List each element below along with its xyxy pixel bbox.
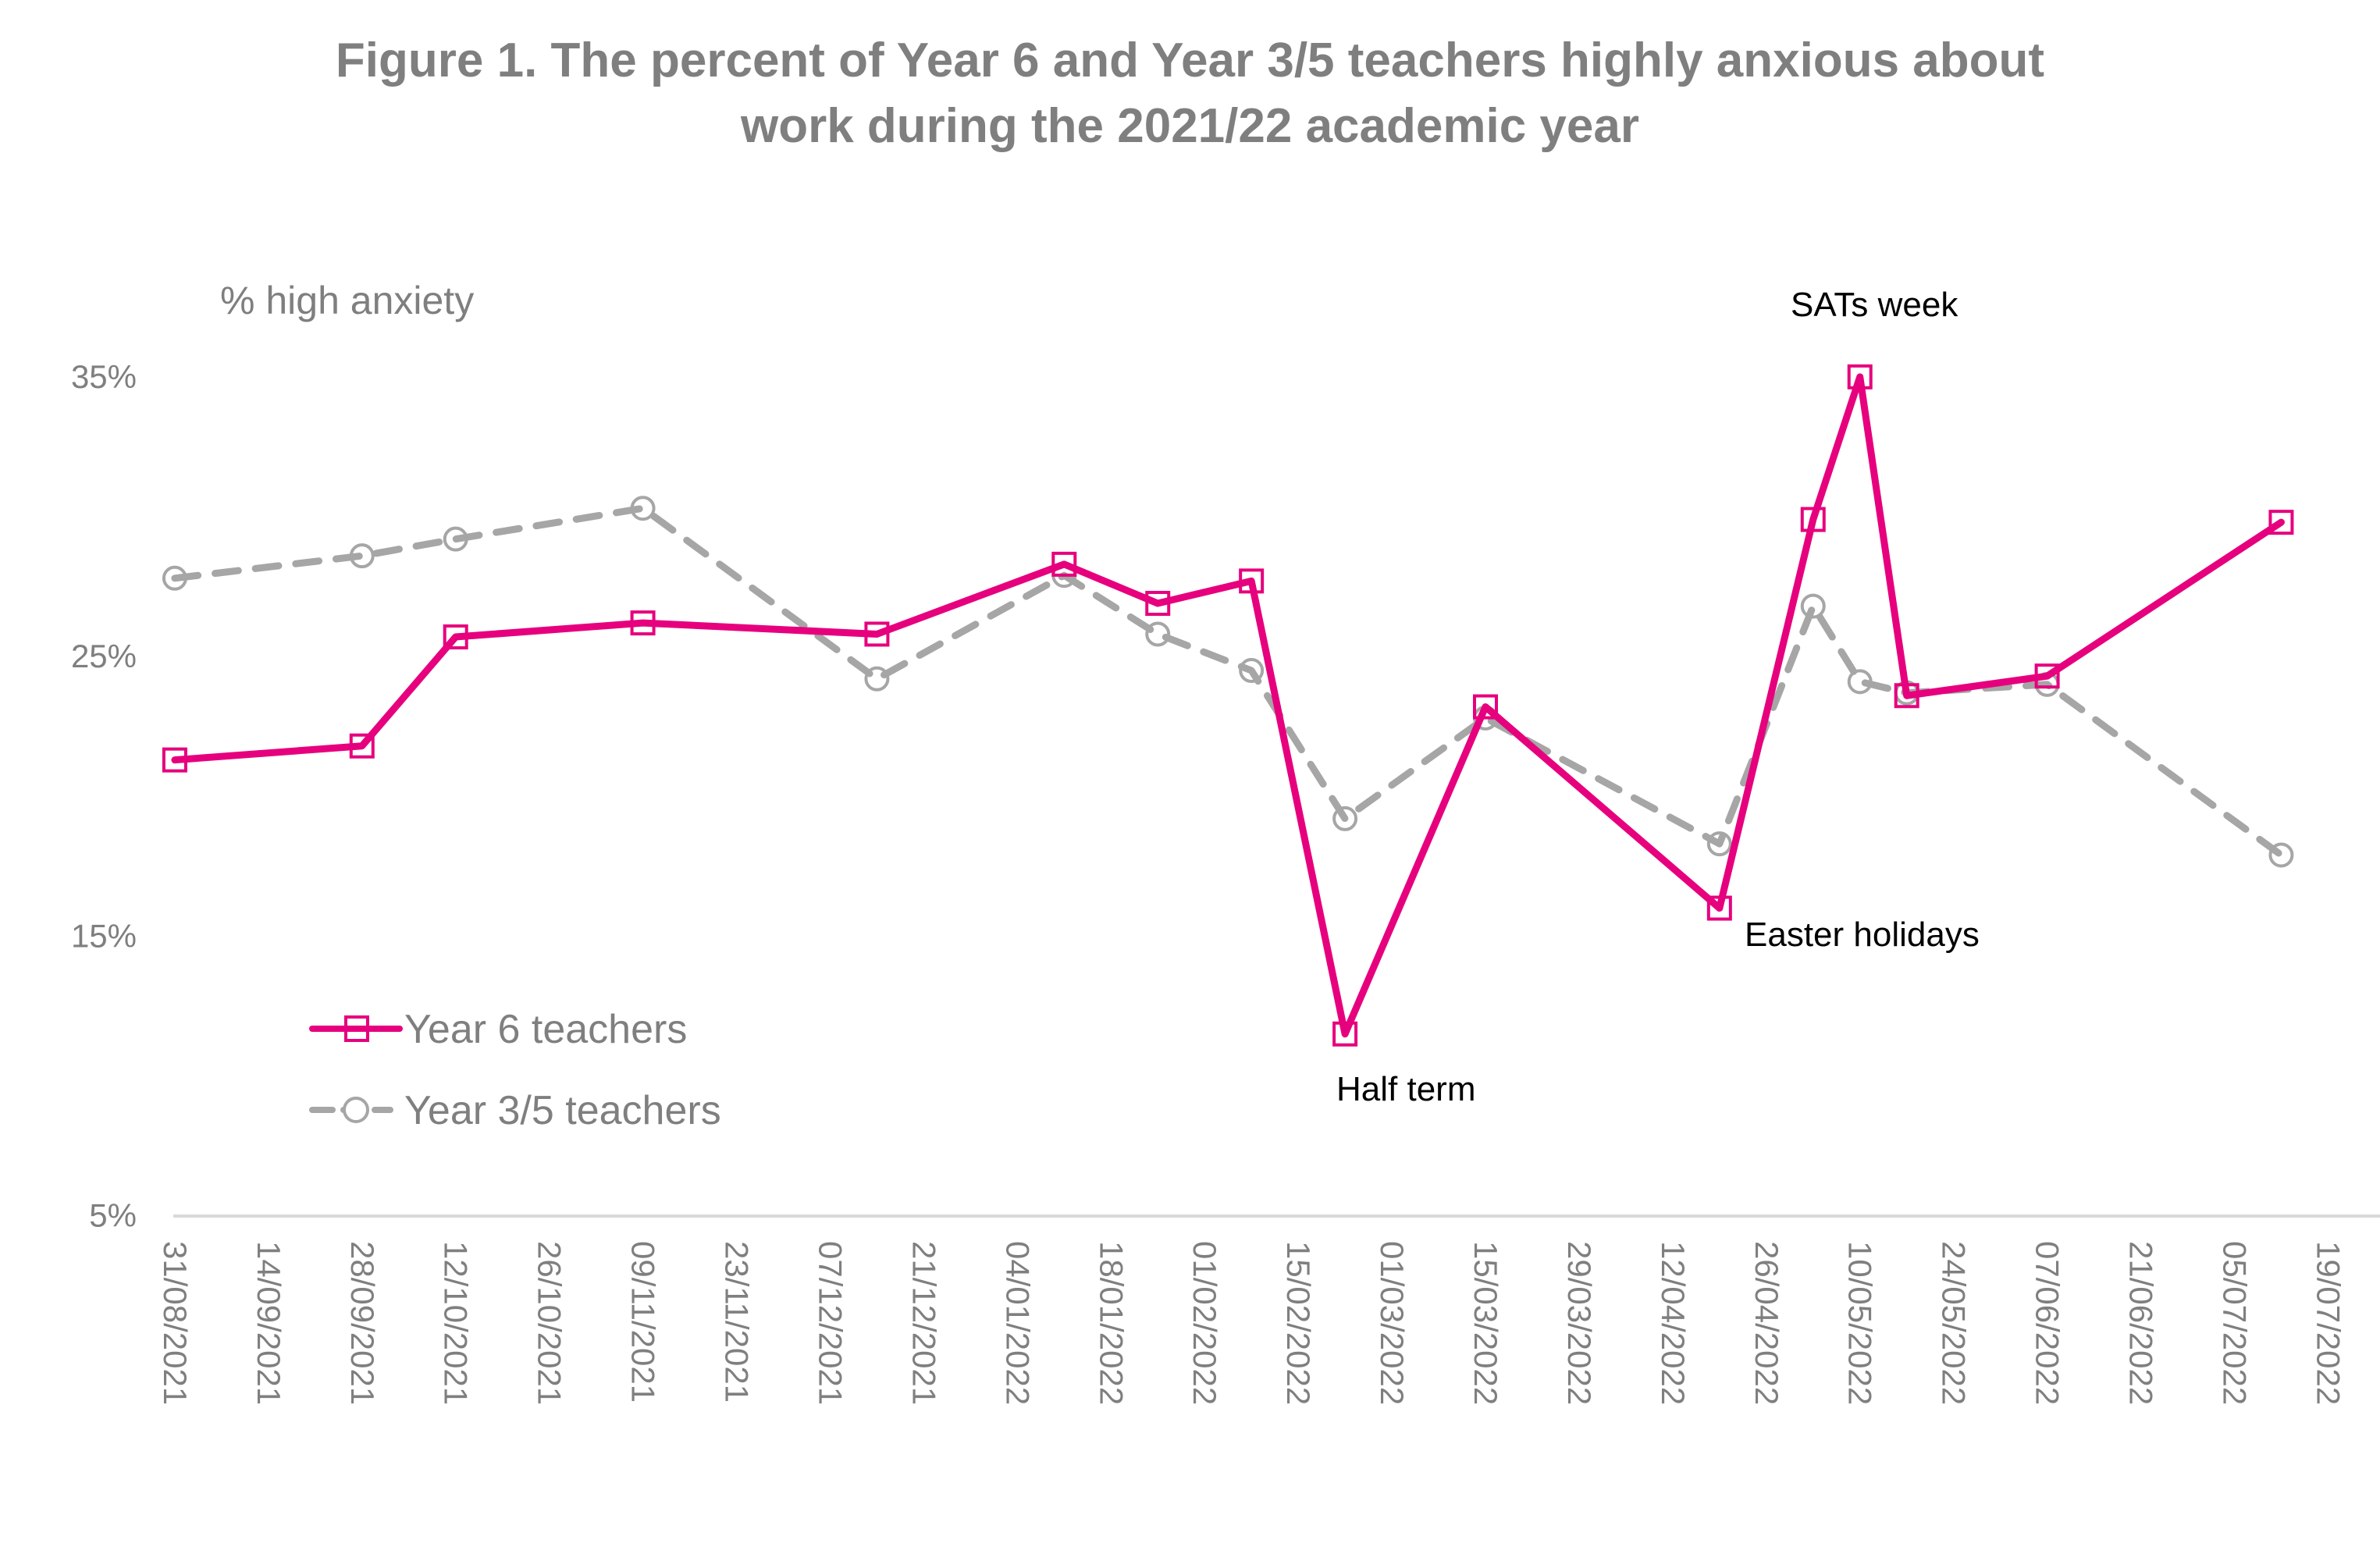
y-axis-ticks: 5% 15% 25% 35%	[71, 358, 137, 1234]
x-tick-label: 31/08/2021	[157, 1241, 194, 1405]
circle-marker-icon	[2268, 842, 2294, 868]
x-tick-label: 04/01/2022	[999, 1241, 1036, 1405]
square-marker-icon	[1847, 364, 1873, 389]
circle-marker-icon	[162, 565, 187, 591]
circle-marker-icon	[1239, 658, 1265, 684]
y-tick-label: 15%	[71, 917, 137, 954]
annotation-label: Half term	[1336, 1070, 1475, 1108]
y-axis-title: % high anxiety	[220, 279, 474, 322]
square-marker-icon	[864, 621, 890, 647]
circle-marker-icon	[443, 526, 468, 552]
square-marker-icon	[1706, 895, 1732, 921]
legend: Year 6 teachers Year 3/5 teachers	[309, 1007, 721, 1133]
circle-marker-icon	[1145, 621, 1171, 647]
y-tick-label: 5%	[89, 1197, 137, 1234]
x-tick-label: 21/06/2022	[2123, 1241, 2160, 1405]
square-marker-icon	[1239, 568, 1265, 594]
x-tick-label: 15/02/2022	[1280, 1241, 1317, 1405]
chart-title-line-1: Figure 1. The percent of Year 6 and Year…	[335, 34, 2045, 87]
square-marker-icon	[1472, 694, 1498, 720]
circle-marker-icon	[1706, 831, 1732, 857]
circle-marker-icon	[343, 1097, 369, 1123]
square-marker-icon	[1332, 1021, 1358, 1047]
square-marker-icon	[1051, 551, 1077, 577]
square-marker-icon	[630, 610, 656, 636]
x-tick-label: 10/05/2022	[1842, 1241, 1879, 1405]
x-tick-label: 26/04/2022	[1749, 1241, 1785, 1405]
legend-label-year6: Year 6 teachers	[404, 1007, 687, 1052]
year35-line	[171, 504, 2285, 859]
y-tick-label: 25%	[71, 638, 137, 674]
legend-label-year35: Year 3/5 teachers	[404, 1088, 721, 1133]
square-marker-icon	[2268, 510, 2294, 535]
x-tick-label: 09/11/2021	[625, 1241, 662, 1403]
circle-marker-icon	[1847, 669, 1873, 695]
legend-item-year6[interactable]: Year 6 teachers	[309, 1007, 687, 1052]
x-tick-label: 07/06/2022	[2030, 1241, 2066, 1405]
year6-line	[171, 373, 2285, 1038]
annotation-label: SATs week	[1791, 286, 1958, 324]
x-tick-label: 05/07/2022	[2216, 1241, 2253, 1405]
series-year6	[162, 364, 2294, 1047]
square-marker-icon	[1145, 591, 1171, 617]
y-tick-label: 35%	[71, 358, 137, 395]
x-tick-label: 28/09/2021	[344, 1241, 381, 1405]
square-marker-icon	[162, 747, 187, 773]
x-tick-label: 01/03/2022	[1374, 1241, 1411, 1405]
x-tick-label: 24/05/2022	[1936, 1241, 1973, 1405]
series-year35	[162, 496, 2294, 868]
x-tick-label: 21/12/2021	[905, 1241, 942, 1405]
x-tick-label: 12/10/2021	[438, 1241, 475, 1405]
x-axis-ticks: 31/08/2021 14/09/2021 28/09/2021 12/10/2021…	[157, 1241, 2347, 1405]
circle-marker-icon	[864, 666, 890, 692]
x-tick-label: 29/03/2022	[1561, 1241, 1598, 1405]
chart-title: Figure 1. The percent of Year 6 and Year…	[0, 28, 2380, 159]
square-marker-icon	[344, 1015, 369, 1042]
circle-marker-icon	[630, 496, 656, 521]
annotations: SATs week Half term Easter holidays	[1336, 286, 1980, 1108]
x-tick-label: 23/11/2021	[719, 1241, 756, 1403]
square-marker-icon	[1800, 507, 1826, 532]
circle-marker-icon	[1332, 805, 1358, 831]
circle-marker-icon	[349, 543, 375, 569]
x-tick-label: 07/12/2021	[812, 1241, 848, 1405]
x-tick-label: 15/03/2022	[1467, 1241, 1504, 1405]
x-tick-label: 18/01/2022	[1093, 1241, 1130, 1405]
circle-marker-icon	[1800, 593, 1826, 619]
square-marker-icon	[1894, 683, 1919, 709]
square-marker-icon	[443, 624, 468, 650]
legend-item-year35[interactable]: Year 3/5 teachers	[309, 1088, 721, 1133]
x-tick-label: 19/07/2022	[2310, 1241, 2346, 1405]
x-tick-label: 01/02/2022	[1186, 1241, 1223, 1405]
square-marker-icon	[349, 733, 375, 759]
annotation-label: Easter holidays	[1745, 916, 1980, 954]
x-tick-label: 14/09/2021	[251, 1241, 287, 1405]
x-tick-label: 12/04/2022	[1655, 1241, 1692, 1405]
square-marker-icon	[2034, 663, 2060, 689]
chart-title-line-2: work during the 2021/22 academic year	[741, 99, 1639, 153]
x-tick-label: 26/10/2021	[532, 1241, 568, 1405]
